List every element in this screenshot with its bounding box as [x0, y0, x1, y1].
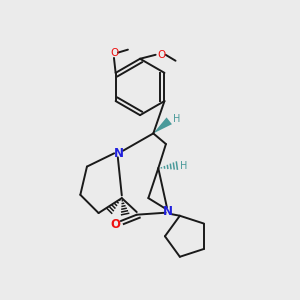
Text: N: N	[113, 147, 124, 160]
Text: O: O	[110, 48, 118, 58]
Text: O: O	[158, 50, 166, 60]
Text: N: N	[163, 205, 173, 218]
Polygon shape	[153, 117, 172, 134]
Text: H: H	[173, 115, 180, 124]
Text: O: O	[110, 218, 120, 232]
Text: H: H	[181, 160, 188, 171]
